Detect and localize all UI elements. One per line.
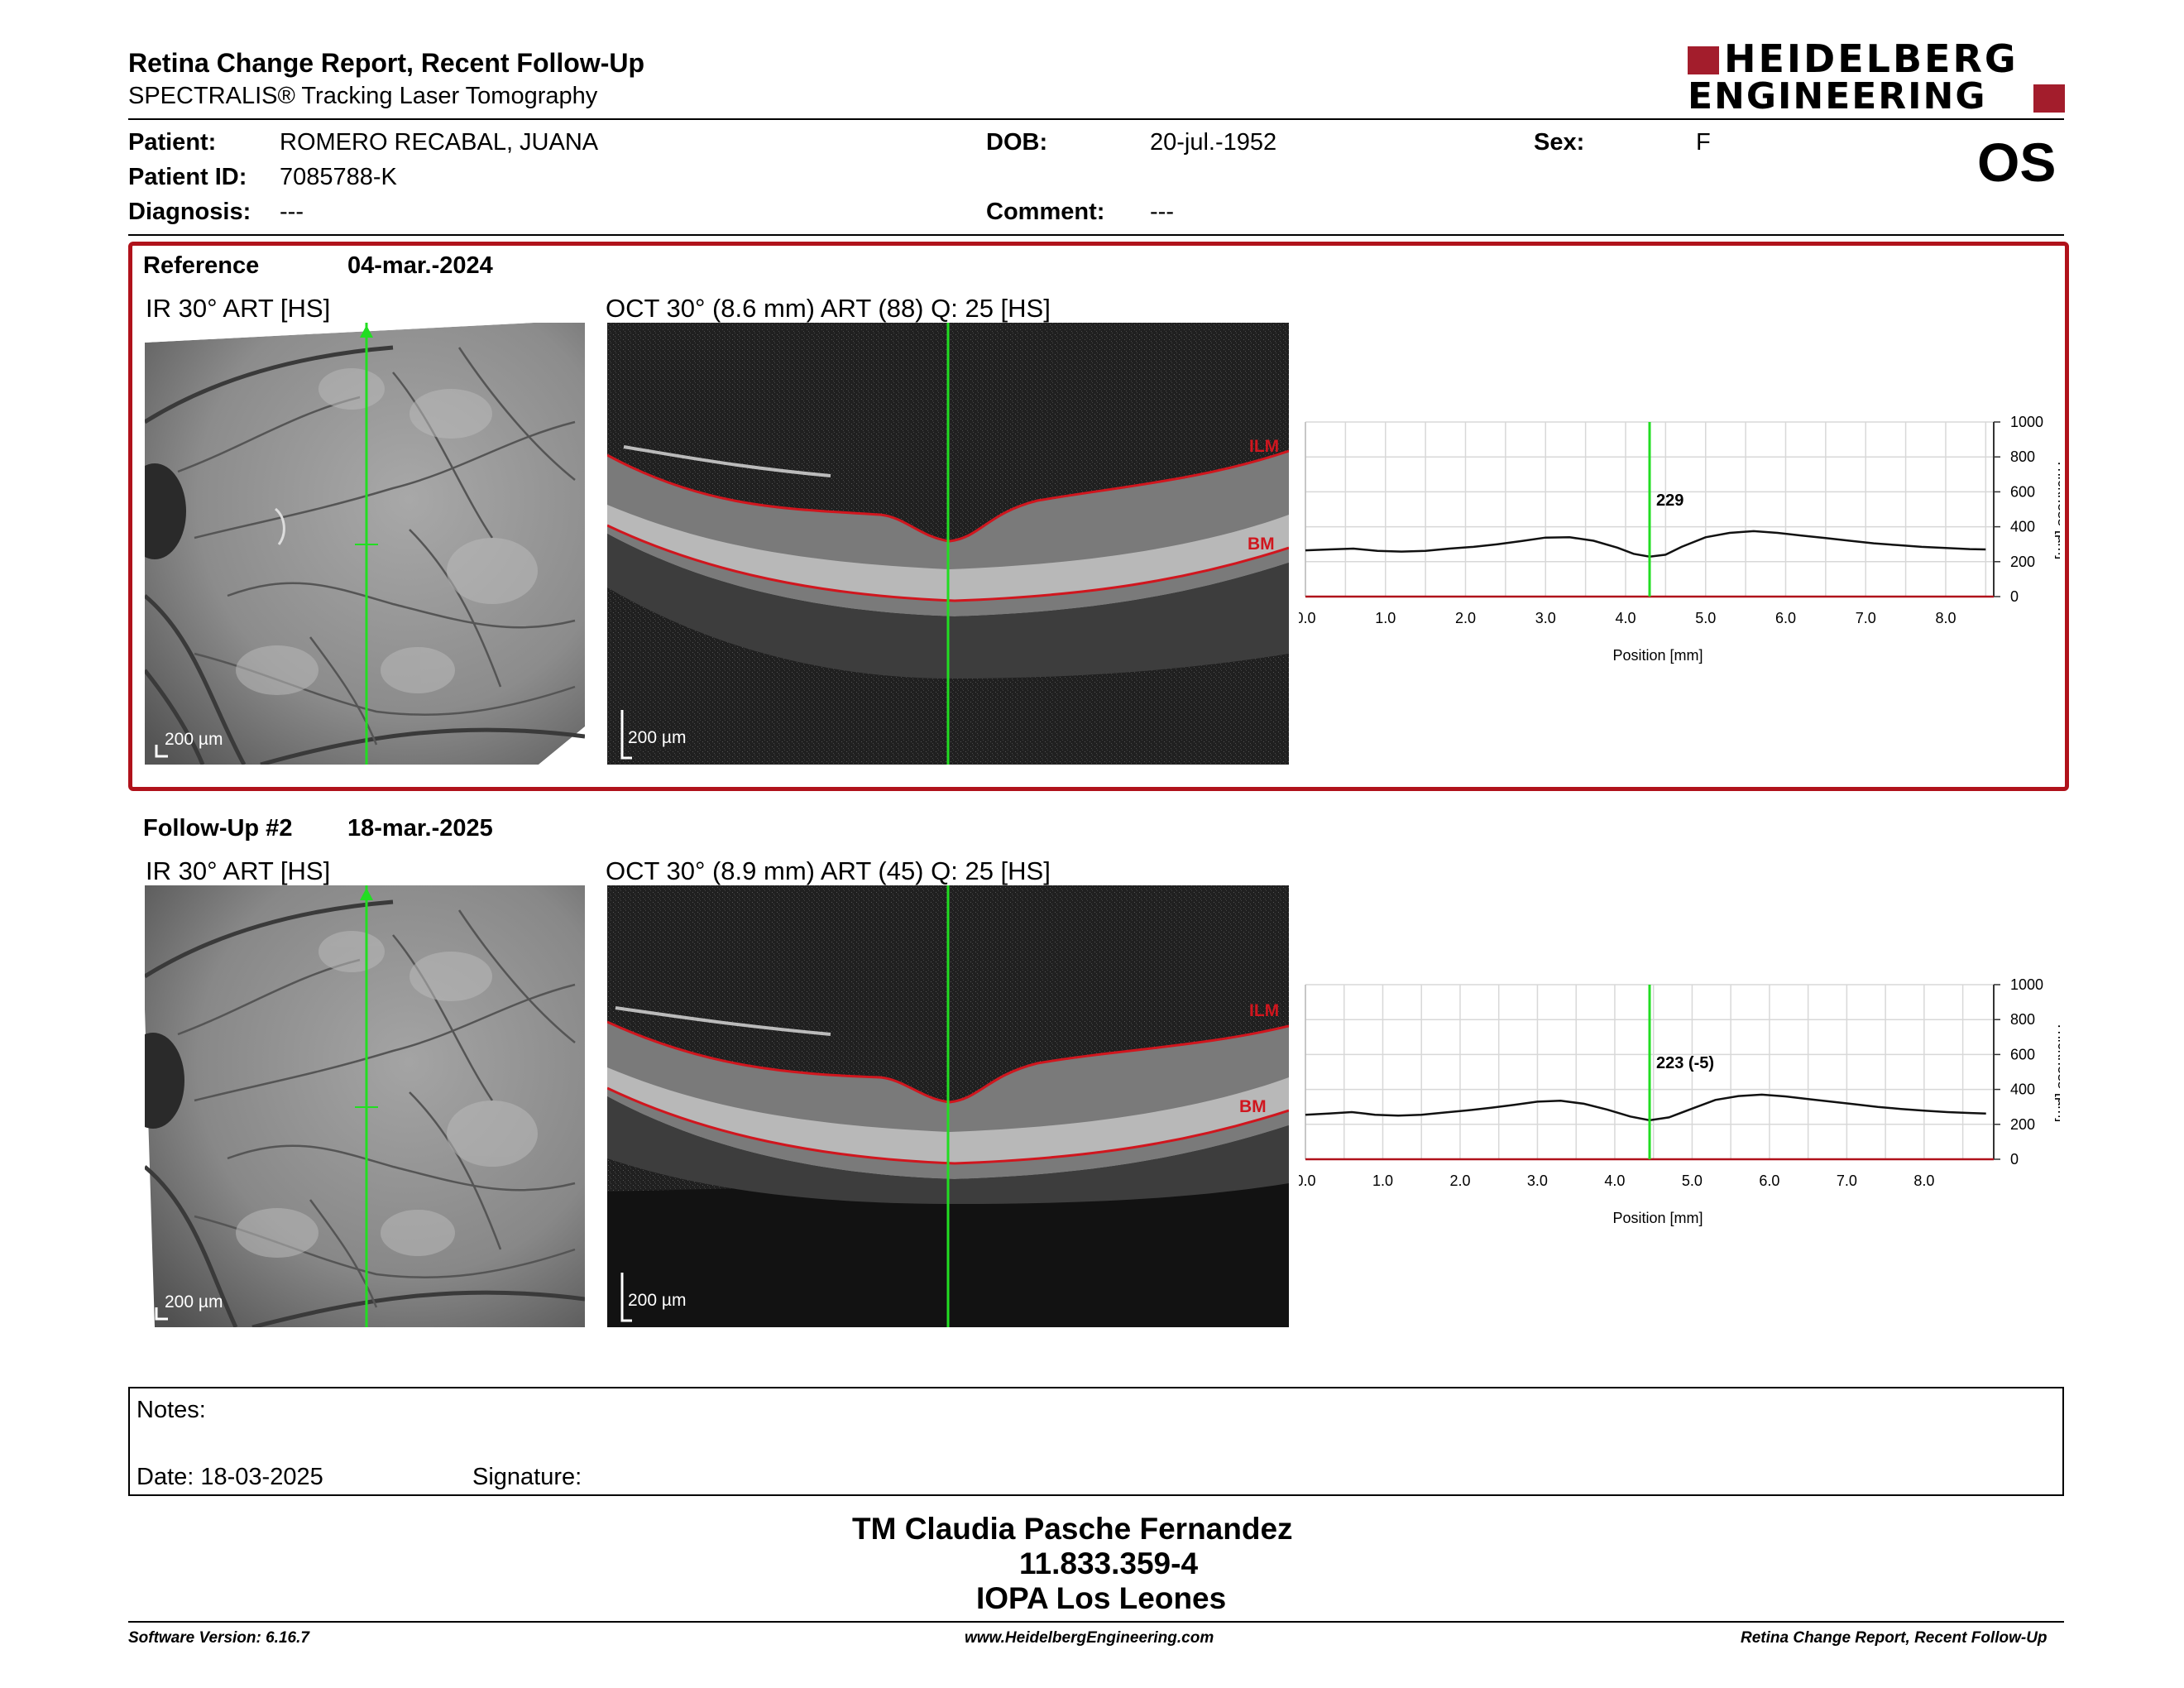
signatory-id: 11.833.359-4 [1019, 1547, 1199, 1580]
x-tick-label: 6.0 [1759, 1172, 1779, 1189]
logo-square-bottom [2033, 84, 2065, 113]
comment-label: Comment: [986, 199, 1105, 225]
y-tick-label: 200 [2010, 554, 2035, 570]
report-title: Retina Change Report, Recent Follow-Up [128, 48, 645, 78]
x-tick-label: 1.0 [1375, 610, 1396, 626]
x-tick-label: 7.0 [1856, 610, 1876, 626]
followup-ilm-label: ILM [1249, 1001, 1280, 1020]
x-tick-label: 3.0 [1527, 1172, 1548, 1189]
y-tick-label: 800 [2010, 1011, 2035, 1028]
dob-value: 20-jul.-1952 [1150, 129, 1277, 156]
signatory-institution: IOPA Los Leones [976, 1581, 1227, 1615]
y-axis-label: Thickness [µm] [2055, 459, 2060, 559]
reference-oct-image: ILM BM 200 µm [607, 323, 1289, 765]
reference-label: Reference [143, 252, 260, 279]
x-tick-label: 4.0 [1615, 610, 1636, 626]
footer-software-version: Software Version: 6.16.7 [128, 1629, 309, 1647]
reference-ir-title: IR 30° ART [HS] [146, 294, 331, 323]
reference-ir-scale: 200 µm [165, 730, 223, 749]
y-tick-label: 0 [2010, 1151, 2019, 1168]
patient-name: ROMERO RECABAL, JUANA [280, 129, 599, 156]
logo-square-top [1688, 46, 1719, 74]
x-tick-label: 2.0 [1449, 1172, 1470, 1189]
followup-ir-image: 200 µm [145, 885, 585, 1327]
signatory-name: TM Claudia Pasche Fernandez [852, 1512, 1293, 1546]
notes-label: Notes: [136, 1397, 206, 1423]
x-tick-label: 3.0 [1535, 610, 1556, 626]
eye-laterality: OS [1977, 132, 2057, 193]
followup-thickness-chart: 0 200 400 600 800 1000 0.0 1.0 2.0 3.0 4.0 5.0 6.0 7.… [1299, 972, 2060, 1237]
y-tick-label: 600 [2010, 1046, 2035, 1062]
x-tick-label: 6.0 [1775, 610, 1796, 626]
cursor-thickness-label: 229 [1656, 492, 1684, 510]
y-tick-label: 600 [2010, 483, 2035, 500]
diagnosis-value: --- [280, 199, 304, 225]
y-tick-label: 200 [2010, 1116, 2035, 1133]
y-tick-label: 1000 [2010, 976, 2043, 993]
y-tick-label: 1000 [2010, 414, 2043, 430]
notes-date: Date: 18-03-2025 [136, 1464, 323, 1490]
footer-website-link[interactable]: www.HeidelbergEngineering.com [965, 1629, 1214, 1647]
x-tick-label: 5.0 [1682, 1172, 1703, 1189]
comment-value: --- [1150, 199, 1174, 225]
x-axis-label: Position [mm] [1612, 1210, 1703, 1226]
followup-oct-title: OCT 30° (8.9 mm) ART (45) Q: 25 [HS] [606, 856, 1051, 885]
followup-ir-scale: 200 µm [165, 1292, 223, 1312]
sex-label: Sex: [1534, 129, 1585, 156]
signature-label: Signature: [472, 1464, 582, 1490]
footer-report-name: Retina Change Report, Recent Follow-Up [1741, 1629, 2048, 1647]
sex-value: F [1696, 129, 1711, 156]
x-tick-label: 5.0 [1695, 610, 1716, 626]
reference-date: 04-mar.-2024 [347, 252, 493, 279]
dob-label: DOB: [986, 129, 1048, 156]
patient-id: 7085788-K [280, 164, 397, 190]
logo-text-engineering: ENGINEERING [1688, 75, 1987, 117]
cursor-thickness-label: 223 (-5) [1656, 1054, 1714, 1072]
followup-thickness-svg: 0 200 400 600 800 1000 0.0 1.0 2.0 3.0 4.0 5.0 6.0 7.… [1299, 976, 2060, 1226]
followup-oct-image: ILM BM 200 µm [607, 885, 1289, 1327]
x-tick-label: 4.0 [1604, 1172, 1625, 1189]
reference-bm-label: BM [1248, 535, 1275, 554]
followup-bm-label: BM [1239, 1097, 1267, 1116]
x-tick-label: 2.0 [1455, 610, 1476, 626]
reference-section-border [128, 242, 2069, 791]
thickness-series-line [1305, 530, 1986, 558]
patient-id-label: Patient ID: [128, 164, 247, 190]
reference-oct-title: OCT 30° (8.6 mm) ART (88) Q: 25 [HS] [606, 294, 1051, 323]
x-tick-label: 0.0 [1299, 1172, 1316, 1189]
thickness-series-line [1305, 1093, 1986, 1122]
y-tick-label: 400 [2010, 1081, 2035, 1098]
heidelberg-logo: HEIDELBERG ENGINEERING [1688, 36, 2068, 117]
patient-name-label: Patient: [128, 129, 217, 156]
y-tick-label: 0 [2010, 588, 2019, 605]
report-subtitle: SPECTRALIS® Tracking Laser Tomography [128, 83, 598, 109]
reference-thickness-chart: 0 200 400 600 800 1000 0.0 1.0 2.0 3.0 4.0 5.0 6.0 7.… [1299, 410, 2060, 674]
x-axis-label: Position [mm] [1612, 647, 1703, 664]
reference-ilm-label: ILM [1249, 437, 1280, 456]
diagnosis-label: Diagnosis: [128, 199, 251, 225]
x-tick-label: 7.0 [1837, 1172, 1857, 1189]
y-tick-label: 800 [2010, 448, 2035, 465]
x-tick-label: 8.0 [1913, 1172, 1934, 1189]
reference-ir-image: 200 µm [145, 323, 585, 765]
followup-label: Follow-Up #2 [143, 815, 293, 842]
followup-date: 18-mar.-2025 [347, 815, 493, 842]
followup-ir-title: IR 30° ART [HS] [146, 856, 331, 885]
followup-oct-scale: 200 µm [628, 1291, 687, 1310]
x-tick-label: 0.0 [1299, 610, 1316, 626]
reference-thickness-svg: 0 200 400 600 800 1000 0.0 1.0 2.0 3.0 4.0 5.0 6.0 7.… [1299, 414, 2060, 664]
logo-text-heidelberg: HEIDELBERG [1724, 36, 2019, 81]
reference-oct-scale: 200 µm [628, 728, 687, 747]
y-axis-label: Thickness [µm] [2055, 1022, 2060, 1122]
x-tick-label: 1.0 [1372, 1172, 1393, 1189]
notes-box[interactable]: Notes: Date: 18-03-2025 Signature: [128, 1387, 2064, 1496]
y-tick-label: 400 [2010, 519, 2035, 535]
x-tick-label: 8.0 [1935, 610, 1956, 626]
